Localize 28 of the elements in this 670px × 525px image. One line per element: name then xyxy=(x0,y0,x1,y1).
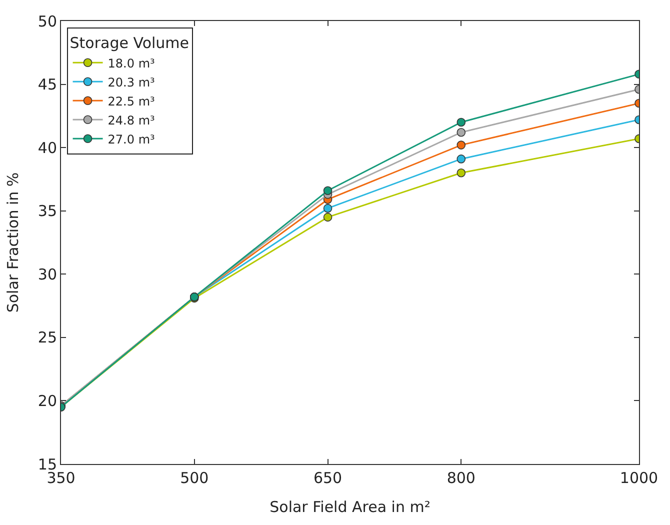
legend-title: Storage Volume xyxy=(70,34,190,52)
y-tick-label: 45 xyxy=(38,76,57,94)
legend-label: 20.3 m³ xyxy=(108,75,156,90)
x-tick-label: 800 xyxy=(446,469,476,487)
point xyxy=(456,128,466,137)
legend-label: 24.8 m³ xyxy=(108,113,156,128)
legend-label: 18.0 m³ xyxy=(108,56,156,70)
legend-label: 27.0 m³ xyxy=(108,132,156,146)
point xyxy=(456,140,466,150)
point xyxy=(323,212,332,222)
y-tick-label: 25 xyxy=(38,328,57,347)
y-tick-label: 20 xyxy=(38,392,57,410)
point xyxy=(456,154,466,164)
x-tick-label: 1000 xyxy=(620,469,658,487)
x-tick-label: 650 xyxy=(313,469,342,487)
y-tick-label: 35 xyxy=(38,202,57,220)
y-axis-title: Solar Fraction in % xyxy=(4,172,22,313)
point xyxy=(456,168,466,178)
x-axis-title: Solar Field Area in m² xyxy=(270,498,430,516)
point xyxy=(323,186,332,196)
point xyxy=(456,118,466,127)
y-tick-label: 30 xyxy=(38,265,57,284)
y-tick-label: 40 xyxy=(38,138,57,157)
x-tick-label: 350 xyxy=(46,469,76,487)
x-tick-label: 500 xyxy=(180,469,209,487)
y-tick-label: 50 xyxy=(38,12,57,30)
legend-label: 22.5 m³ xyxy=(108,94,156,108)
point xyxy=(323,204,332,213)
